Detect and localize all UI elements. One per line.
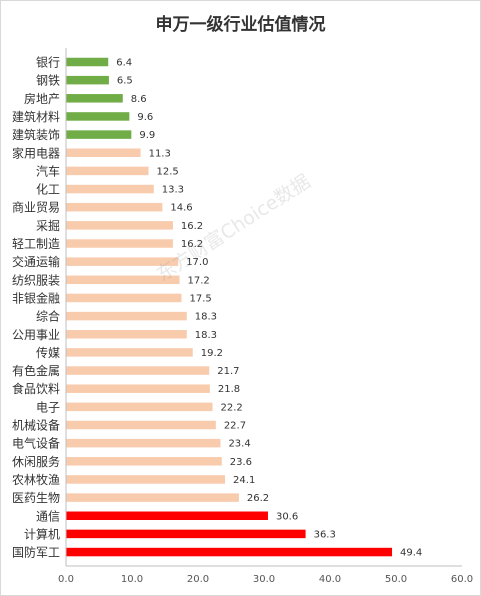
value-label: 9.9 — [139, 130, 155, 141]
bar — [66, 402, 213, 412]
category-label: 化工 — [36, 183, 60, 197]
category-label: 银行 — [36, 56, 60, 70]
category-label: 轻工制造 — [12, 237, 60, 251]
category-label: 国防军工 — [12, 545, 60, 560]
category-label: 采掘 — [36, 218, 60, 233]
value-label: 23.6 — [230, 457, 252, 468]
bar — [66, 511, 268, 520]
chart-title: 申万一级行业估值情况 — [155, 15, 326, 35]
value-label: 21.7 — [217, 366, 239, 377]
value-label: 8.6 — [131, 94, 147, 105]
bar — [66, 420, 216, 430]
bar — [66, 311, 187, 321]
bar — [66, 221, 173, 230]
value-label: 12.5 — [157, 166, 179, 177]
category-label: 房地产 — [24, 91, 60, 106]
bar — [66, 438, 221, 448]
category-label: 商业贸易 — [12, 200, 60, 215]
value-label: 49.4 — [400, 548, 422, 559]
value-label: 16.2 — [181, 221, 203, 232]
value-label: 11.3 — [149, 148, 171, 159]
bar — [66, 493, 239, 502]
x-tick-label: 60.0 — [451, 574, 473, 585]
bar — [66, 330, 187, 339]
category-label: 公用事业 — [12, 328, 60, 342]
bar — [66, 366, 210, 375]
value-label: 17.5 — [190, 293, 212, 304]
value-label: 23.4 — [228, 439, 250, 450]
category-label: 非银金融 — [12, 290, 60, 305]
value-label: 6.5 — [117, 76, 133, 87]
value-label: 6.4 — [116, 58, 132, 69]
category-label: 家用电器 — [12, 145, 60, 160]
value-label: 36.3 — [314, 529, 336, 540]
x-tick-label: 50.0 — [385, 574, 407, 585]
bar — [66, 348, 193, 357]
x-tick-label: 10.0 — [121, 574, 143, 585]
category-label: 交通运输 — [12, 254, 60, 269]
category-label: 电气设备 — [12, 436, 60, 451]
bar — [66, 184, 154, 194]
bar — [66, 202, 163, 212]
category-label: 钢铁 — [36, 74, 60, 88]
x-tick-label: 30.0 — [253, 574, 275, 585]
value-label: 24.1 — [233, 475, 255, 486]
category-label: 农林牧渔 — [12, 473, 60, 487]
bar — [66, 257, 179, 266]
category-label: 医药生物 — [12, 491, 60, 505]
category-label: 纺织服装 — [12, 273, 60, 287]
category-label: 建筑材料 — [12, 109, 60, 124]
category-label: 食品饮料 — [12, 381, 60, 396]
value-label: 22.7 — [224, 421, 246, 432]
bar — [66, 57, 109, 67]
bar — [66, 94, 123, 103]
value-label: 30.6 — [276, 511, 298, 522]
bar — [66, 457, 222, 466]
bar — [66, 148, 141, 157]
bar — [66, 547, 393, 557]
bar — [66, 112, 130, 121]
x-tick-label: 40.0 — [319, 574, 341, 585]
category-label: 休闲服务 — [12, 454, 60, 469]
category-label: 通信 — [36, 509, 60, 523]
value-label: 9.6 — [137, 112, 153, 123]
value-label: 13.3 — [162, 185, 184, 196]
bar — [66, 239, 173, 248]
category-label: 汽车 — [36, 163, 60, 178]
category-label: 机械设备 — [12, 418, 60, 433]
value-label: 26.2 — [247, 493, 269, 504]
value-label: 17.2 — [188, 275, 210, 286]
x-tick-label: 20.0 — [187, 574, 209, 585]
value-label: 22.2 — [221, 402, 243, 413]
value-label: 18.3 — [195, 330, 217, 341]
category-label: 有色金属 — [12, 363, 60, 378]
bar — [66, 293, 182, 303]
bar — [66, 75, 109, 85]
bar — [66, 275, 180, 285]
category-label: 传媒 — [36, 345, 60, 360]
category-label: 计算机 — [24, 526, 60, 541]
value-label: 17.0 — [186, 257, 208, 268]
bar — [66, 475, 226, 484]
value-label: 16.2 — [181, 239, 203, 250]
value-label: 21.8 — [218, 384, 240, 395]
category-label: 电子 — [36, 400, 60, 414]
category-label: 建筑装饰 — [12, 127, 60, 142]
category-label: 综合 — [36, 309, 60, 324]
x-tick-label: 0.0 — [58, 574, 74, 585]
value-label: 18.3 — [195, 312, 217, 323]
value-label: 14.6 — [170, 203, 192, 214]
value-label: 19.2 — [201, 348, 223, 359]
bar — [66, 130, 132, 139]
bar — [66, 166, 149, 176]
bar — [66, 529, 306, 539]
bar — [66, 384, 210, 393]
